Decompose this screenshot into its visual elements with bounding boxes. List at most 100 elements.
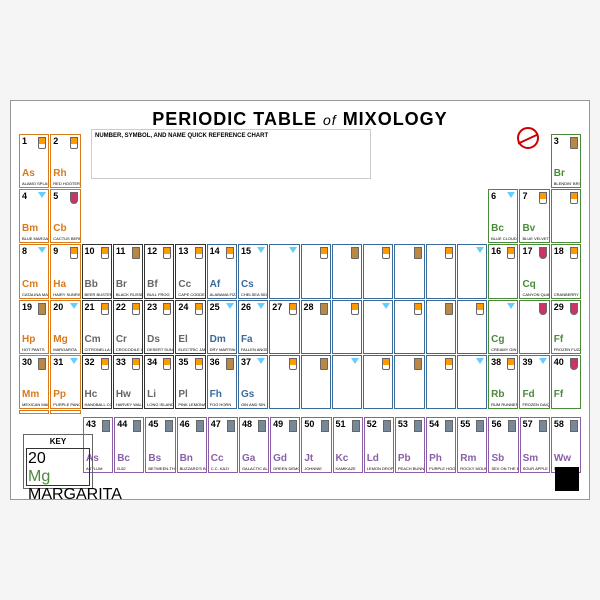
drink-cell: 36FhFOG HORN — [207, 355, 237, 409]
cell-symbol: Cs — [241, 279, 254, 290]
key-legend: KEY 20 Mg MARGARITA — [23, 434, 93, 489]
cell-number: 41 — [22, 412, 32, 414]
drink-cell: 14AfALABAMA FIZZ — [207, 244, 237, 298]
key-example-cell: 20 Mg MARGARITA — [26, 448, 90, 486]
drink-cell: 47CcC.C. KAZI — [208, 417, 238, 473]
drink-cell — [551, 189, 581, 243]
mart-glass-icon — [38, 192, 46, 204]
hi-glass-icon — [351, 303, 359, 315]
cell-name: JOHNNIE — [304, 466, 322, 471]
hi-glass-icon — [163, 303, 171, 315]
cell-symbol: Af — [210, 279, 221, 290]
cell-number: 55 — [460, 419, 470, 429]
cell-name: CREAMY GIN — [491, 347, 516, 352]
empty-cell — [457, 189, 487, 243]
cell-symbol: Sb — [491, 453, 504, 464]
cell-number: 31 — [53, 357, 63, 367]
cell-number: 19 — [22, 302, 32, 312]
drink-cell — [301, 244, 331, 298]
cell-symbol: Bm — [22, 223, 38, 234]
mart-glass-icon — [257, 247, 265, 259]
cell-symbol: Hw — [116, 389, 131, 400]
hi-glass-icon — [70, 413, 78, 414]
shot-glass-icon — [196, 420, 204, 432]
mart-glass-icon — [257, 358, 265, 370]
cell-number: 5 — [53, 191, 58, 201]
drink-cell: 12BfBULL FROG — [144, 244, 174, 298]
empty-cell — [394, 189, 424, 243]
cell-symbol: Br — [554, 168, 565, 179]
cell-symbol: Rh — [53, 168, 66, 179]
cell-symbol: Ph — [429, 453, 442, 464]
drink-cell — [394, 244, 424, 298]
drink-cell — [269, 355, 299, 409]
key-label: KEY — [26, 437, 90, 446]
drink-cell — [363, 244, 393, 298]
hi-glass-icon — [382, 247, 390, 259]
hi-glass-icon — [507, 247, 515, 259]
drink-cell: 33HwHARVEY WALLBANGER — [113, 355, 143, 409]
rock-glass-icon — [38, 303, 46, 315]
cell-symbol: El — [178, 334, 187, 345]
cell-name: BEER BUSTER — [85, 292, 112, 297]
mart-glass-icon — [38, 247, 46, 259]
cell-number: 17 — [522, 246, 532, 256]
cell-name: SEX ON THE BEACH — [491, 466, 518, 471]
cell-symbol: Cc — [178, 279, 191, 290]
cell-number: 34 — [147, 357, 157, 367]
drink-cell: 50JtJOHNNIE — [301, 417, 331, 473]
drink-cell: 8CmCATALINA MARGARITA — [19, 244, 49, 298]
cell-number: 54 — [429, 419, 439, 429]
empty-cell — [144, 134, 174, 188]
drink-cell: 41SsSILK STOCKINGS — [19, 410, 49, 414]
drink-cell: 11BrBLACK RUSSIAN — [113, 244, 143, 298]
drink-cell: 4BmBLUE MARGARITA — [19, 189, 49, 243]
cell-symbol: Cr — [116, 334, 127, 345]
drink-cell: 7BvBLUE VELVET — [519, 189, 549, 243]
hi-glass-icon — [445, 247, 453, 259]
drink-cell: 38RbRUM RUNNER — [488, 355, 518, 409]
drink-cell — [426, 300, 456, 354]
cell-name: CATALINA MARGARITA — [22, 292, 49, 297]
cell-number: 23 — [147, 302, 157, 312]
drink-cell: 51KcKAMIKAZE — [333, 417, 363, 473]
cell-symbol: Rm — [460, 453, 476, 464]
cell-symbol: Mm — [22, 389, 39, 400]
hi-glass-icon — [414, 303, 422, 315]
drink-cell: 23DsDESERT SUNRISE — [144, 300, 174, 354]
empty-cell — [332, 134, 362, 188]
cell-number: 24 — [178, 302, 188, 312]
hi-glass-icon — [382, 358, 390, 370]
drink-cell: 45BsBETWEEN-THE-SHEETS — [145, 417, 175, 473]
hi-glass-icon — [570, 247, 578, 259]
cell-name: MARGARITA — [53, 347, 76, 352]
empty-cell — [394, 134, 424, 188]
cell-name: SILK STOCKINGS — [22, 410, 49, 412]
cell-symbol: Bc — [117, 453, 130, 464]
hi-glass-icon — [38, 137, 46, 149]
cell-symbol: Ff — [554, 334, 563, 345]
cell-name: BLUE VELVET — [522, 236, 549, 241]
drink-cell: 48GaGALACTIC ALE — [239, 417, 269, 473]
drink-cell — [457, 300, 487, 354]
drink-cell: 15CsCHELSEA SIDECAR — [238, 244, 268, 298]
cell-symbol: Bv — [522, 223, 535, 234]
cell-number: 13 — [178, 246, 188, 256]
shot-glass-icon — [321, 420, 329, 432]
drink-cell: 25DmDRY MARTINI — [207, 300, 237, 354]
drink-cell: 54 Ph PURPLE HOOTER — [426, 417, 456, 473]
cell-symbol: Hc — [85, 389, 98, 400]
cell-number: 27 — [272, 302, 282, 312]
drink-cell: 22CrCROCODILE COOLER — [113, 300, 143, 354]
cell-number: 18 — [554, 246, 564, 256]
empty-cell — [301, 189, 331, 243]
cell-name: RUM RUNNER — [491, 402, 518, 407]
cell-name: PURPLE HOOTER — [429, 466, 456, 471]
cell-number: 25 — [210, 302, 220, 312]
drink-cell — [457, 355, 487, 409]
mart-glass-icon — [226, 303, 234, 315]
cell-number: 37 — [241, 357, 251, 367]
key-sym: Mg — [28, 468, 88, 486]
drink-cell: 9HaHAIRY SUNRISE — [50, 244, 80, 298]
empty-cell — [426, 189, 456, 243]
